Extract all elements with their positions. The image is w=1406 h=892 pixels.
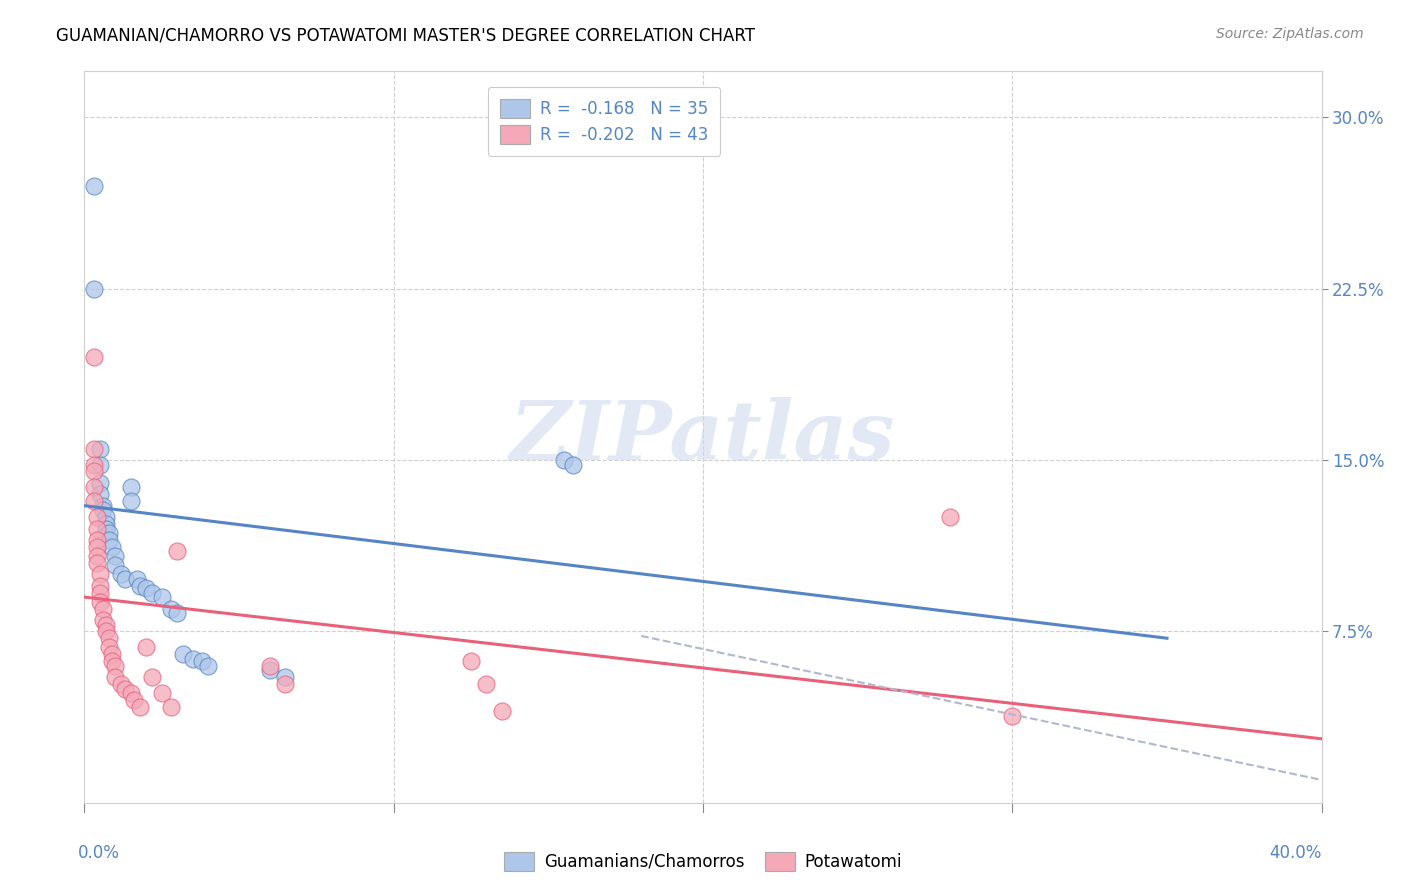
Point [274,670,297,684]
Legend: Guamanians/Chamorros, Potawatomi: Guamanians/Chamorros, Potawatomi [496,843,910,880]
Point [89,579,111,593]
Point [1001,709,1024,723]
Point [86,549,108,563]
Point [553,453,575,467]
Point [129,579,152,593]
Point [141,585,163,599]
Point [120,494,142,508]
Point [83,178,105,193]
Text: GUAMANIAN/CHAMORRO VS POTAWATOMI MASTER'S DEGREE CORRELATION CHART: GUAMANIAN/CHAMORRO VS POTAWATOMI MASTER'… [56,27,755,45]
Point [89,585,111,599]
Point [89,487,111,501]
Text: Source: ZipAtlas.com: Source: ZipAtlas.com [1216,27,1364,41]
Point [91,503,114,517]
Point [83,442,105,456]
Point [101,647,124,661]
Point [114,681,136,696]
Point [98,533,121,547]
Legend: R =  -0.168   N = 35, R =  -0.202   N = 43: R = -0.168 N = 35, R = -0.202 N = 43 [488,87,720,155]
Point [104,670,127,684]
Point [120,686,142,700]
Point [86,556,108,570]
Point [191,654,214,668]
Point [94,617,117,632]
Point [129,699,152,714]
Point [86,533,108,547]
Point [86,540,108,554]
Point [160,699,183,714]
Point [491,705,513,719]
Point [939,510,962,524]
Point [98,640,121,655]
Point [83,494,105,508]
Point [166,606,188,620]
Point [98,632,121,646]
Point [94,521,117,535]
Point [83,281,105,295]
Point [475,677,498,691]
Text: 0.0%: 0.0% [79,844,120,862]
Point [83,350,105,364]
Point [94,516,117,531]
Point [150,686,173,700]
Point [120,480,142,494]
Point [94,624,117,639]
Point [101,654,124,668]
Point [197,658,219,673]
Point [89,442,111,456]
Point [83,464,105,478]
Point [259,663,281,677]
Point [83,480,105,494]
Point [94,510,117,524]
Point [172,647,194,661]
Point [160,601,183,615]
Point [114,572,136,586]
Point [181,652,204,666]
Point [91,601,114,615]
Point [89,594,111,608]
Point [101,540,124,554]
Point [89,567,111,582]
Point [86,521,108,535]
Point [259,658,281,673]
Point [135,581,157,595]
Point [141,670,163,684]
Point [91,613,114,627]
Point [104,658,127,673]
Point [150,590,173,604]
Point [460,654,482,668]
Point [86,510,108,524]
Point [104,558,127,573]
Point [122,693,145,707]
Point [89,458,111,472]
Point [110,567,132,582]
Point [89,475,111,490]
Point [91,499,114,513]
Point [104,549,127,563]
Point [166,544,188,558]
Text: 40.0%: 40.0% [1270,844,1322,862]
Point [562,458,585,472]
Text: ZIPatlas: ZIPatlas [510,397,896,477]
Point [83,458,105,472]
Point [110,677,132,691]
Point [274,677,297,691]
Point [98,526,121,541]
Point [135,640,157,655]
Point [125,572,148,586]
